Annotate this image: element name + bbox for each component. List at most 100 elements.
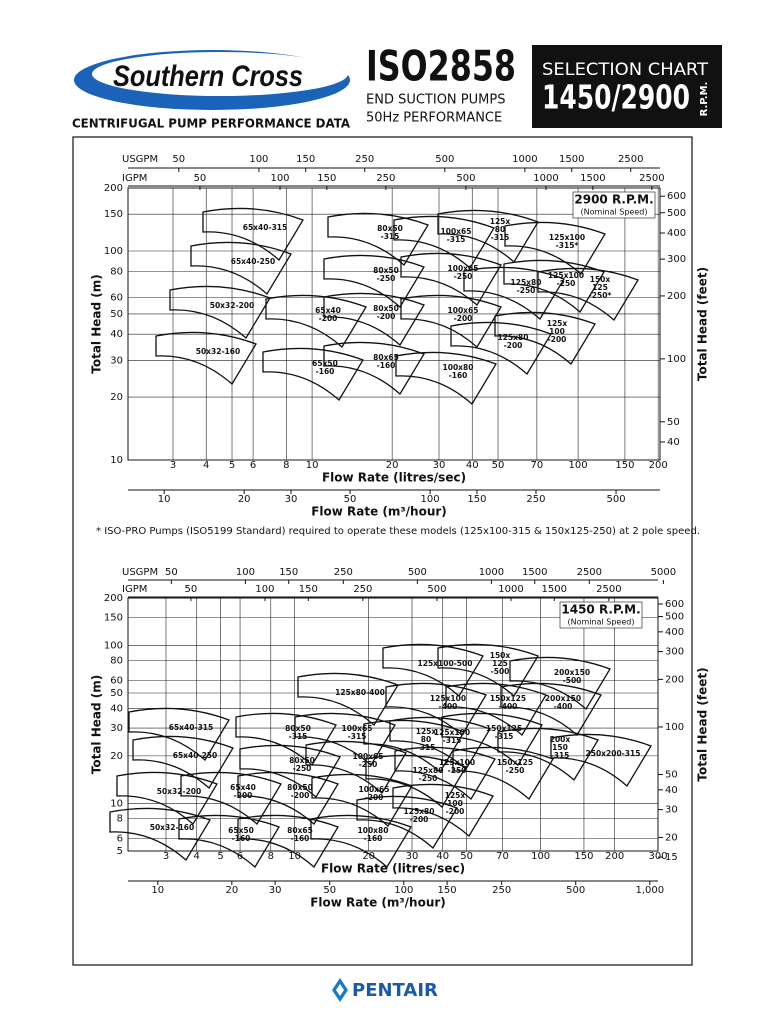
pump-curve [393,215,495,270]
pump-curve [202,207,304,262]
pump-curve [441,712,543,767]
tick-label: 10 [110,455,123,466]
tick-label: 60 [110,292,123,303]
pump-curve [500,682,602,737]
tick-label: 6 [237,851,243,862]
model-label-line: 125x [490,217,511,226]
model-label-line: 250x200-315 [586,749,641,758]
pump-curve [297,672,399,727]
tick-label: 20 [225,885,238,896]
model-label-line: -315 [348,732,367,741]
model-label-line: -315* [556,241,579,250]
tick-label: 150 [467,494,486,505]
tick-label: 10 [158,494,171,505]
tick-label: 70 [496,851,509,862]
axis-title: Flow Rate (m³/hour) [311,505,447,519]
model-label-line: 125x100 [548,271,584,280]
model-label: 100x65 -315 [342,724,373,741]
model-label-line: -250 [506,766,525,775]
model-label: 150x125 -400 [490,694,526,711]
tick-label: 100 [270,173,289,184]
tick-label: 1000 [512,154,537,165]
tick-label: 200 [649,460,668,471]
tick-label: 5 [229,460,235,471]
model-label: 125x100 -315* [549,233,585,250]
tick-label: 20 [386,460,399,471]
model-label-line: -250 [517,286,536,295]
tick-label: 600 [667,191,686,202]
pump-curve [494,311,596,366]
tick-label: 100 [667,354,686,365]
model-label-line: 100x80 [358,826,389,835]
tick-label: 250 [526,494,545,505]
model-label-line: -315 [491,233,510,242]
tick-label: 1000 [498,584,523,595]
tick-label: 10 [306,460,319,471]
pump-curve [509,656,611,711]
tick-label: 50 [492,460,505,471]
pump-curve [445,682,547,737]
model-label-line: 80x65 [287,826,313,835]
model-label-line: 150x [590,275,611,284]
pump-curve [497,727,599,782]
model-label: 80x50 -200 [287,783,313,800]
model-label: 200x150 -500 [554,668,590,685]
model-label-line: -160 [232,834,251,843]
pump-curve [356,795,458,850]
model-label-line: 80x65 [373,353,399,362]
model-label-line: -200 [319,314,338,323]
badge [532,45,722,128]
pump-curve [504,221,606,276]
chart: USGPM 50 100 150 250 500 1000 1500 2500 5000 IGPM 5… [90,567,710,910]
model-label: 100x65 -250 [448,264,479,281]
model-label-line: -200 [454,314,473,323]
model-label: 125x100 -315 [434,728,470,745]
model-label-line: 125x80-400 [335,688,385,697]
model-label: 125x100-500 [418,659,473,668]
model-label-line: 65x40-250 [173,751,217,760]
model-label: 125x80 -200 [404,807,435,824]
tick-label: 400 [667,228,686,239]
tick-label: 200 [104,593,123,604]
model-label-line: 150x [490,651,511,660]
model-label: 65x40-315 [243,223,287,232]
tick-label: 5 [117,846,123,857]
tick-label: 500 [566,885,585,896]
pump-curve [265,294,367,349]
pump-curve [394,746,496,801]
tick-label: 1,000 [635,885,664,896]
model-label-line: 100x65 [448,264,479,273]
model-label: 100x65 -200 [448,306,479,323]
badge-speed: 1450/2900 [542,78,690,117]
model-label-line: -315 [495,732,514,741]
model-label-line: -315 [447,235,466,244]
model-label-line: 80x50 [287,783,313,792]
model-label: 80x50 -200 [373,304,399,321]
model-label-line: -200 [377,312,396,321]
axis-title: Flow Rate (litres/sec) [321,862,465,876]
pump-curve [363,719,465,774]
tick-label: 1500 [559,154,584,165]
model-label: 125x100 -400 [430,694,466,711]
model-label: 150x125 -315 [486,724,522,741]
model-label-line: -315 [443,736,462,745]
pump-curve [400,294,502,349]
tick-label: 100 [665,722,684,733]
subtitle: CENTRIFUGAL PUMP PERFORMANCE DATA [72,117,351,131]
model-label: 150x 125 -250* [589,275,612,300]
model-label-line: -200 [504,341,523,350]
pump-curve [400,252,502,307]
model-label: 100x65 -315 [441,227,472,244]
tick-label: 50 [665,770,678,781]
model-label-line: 100 [447,799,463,808]
pump-curve [310,814,412,869]
tick-label: 8 [268,851,274,862]
footer-logo-icon [332,978,348,1002]
model-label-line: -250 [454,272,473,281]
tick-label: 50 [185,584,198,595]
model-label: 50x32-160 [150,823,194,832]
footer-logo: PENTAIR [352,980,438,1001]
model-label: 150x125 -250 [497,758,533,775]
tick-label: 80 [110,656,123,667]
